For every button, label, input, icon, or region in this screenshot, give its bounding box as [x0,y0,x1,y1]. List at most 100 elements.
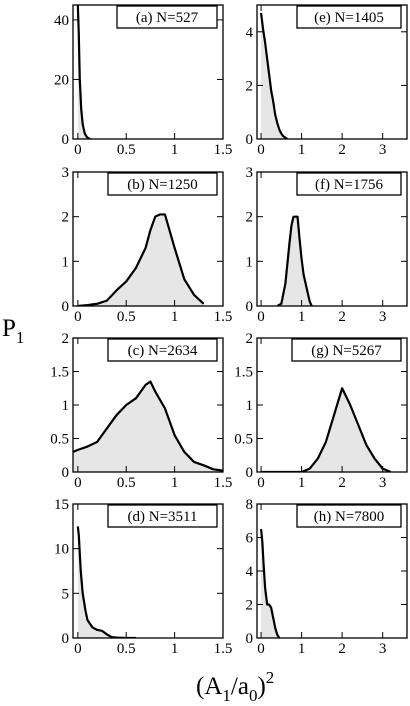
panel-6-y-tick-label: 0.5 [234,432,253,448]
panel-2-x-tick-label: 1 [298,142,306,158]
panel-2-y-tick-label: 2 [246,78,254,94]
panel-1-y-tick-label: 20 [54,72,69,88]
panel-5-area [73,381,223,472]
panel-1-frame [72,4,224,140]
panel-4-y-tick-label: 2 [246,210,254,226]
panel-3-x-tick-label: 1 [171,309,179,325]
panel-2-y-tick-label: 0 [246,132,254,148]
panel-7-y-tick-label: 10 [54,542,69,558]
panel-3-line [77,213,205,306]
panel-3-y-tick-label: 0 [62,299,70,315]
panel-2-label: (e) N=1405 [314,10,384,26]
panel-8-x-tick-label: 0 [257,641,265,657]
panel-5-y-tick-label: 2 [62,331,70,347]
panel-3-y-tick-label: 1 [62,254,70,270]
panel-7-area [77,526,136,638]
panel-5-x-tick-label: 1.5 [214,475,233,491]
panel-8-y-tick-label: 0 [246,631,254,647]
panel-5-y-tick-label: 1 [62,398,70,414]
panel-6-y-tick-label: 1 [246,398,254,414]
y-axis-title-subscript: 1 [16,328,25,347]
panel-6-y-tick-label: 2 [246,331,254,347]
panel-6-y-tick-label: 1.5 [234,365,253,381]
panel-2-area [261,13,288,139]
panel-4-x-tick-label: 3 [379,309,387,325]
x-axis-title-sub0: 0 [249,686,258,705]
panel-2-label-box [296,5,402,29]
panel-6-y-tick-label: 0 [246,465,254,481]
panel-4-x-tick-label: 0 [257,309,265,325]
panel-7-y-tick-label: 15 [54,497,69,513]
panel-8-x-tick-label: 2 [338,641,346,657]
panel-6-x-tick-label: 3 [379,475,387,491]
x-axis-title: (A1/a0)2 [196,668,274,705]
panel-3-label-box [107,172,218,196]
panel-5-x-tick-label: 1 [171,475,179,491]
panel-3-y-tick-label: 3 [62,165,70,181]
panel-3-frame [72,171,224,307]
panel-6-label-box [291,338,402,362]
panel-1-x-tick-label: 0 [74,142,82,158]
panel-1-x-tick-label: 0.5 [117,142,136,158]
panel-3-x-tick-label: 0.5 [117,309,136,325]
panel-3-x-tick-label: 0 [74,309,82,325]
panel-2-frame [256,4,408,140]
panel-7-label: (d) N=3511 [128,509,198,525]
panel-5-y-tick-label: 0.5 [50,432,69,448]
panel-4-frame [256,171,408,307]
panel-3-label: (b) N=1250 [127,177,198,193]
panel-7-label-box [107,504,218,528]
panel-1-label: (a) N=527 [136,10,199,26]
panel-8: 0 1 2 3 0 2 4 6 8 (h) N=7800 [246,497,408,657]
panel-2-x-tick-label: 0 [257,142,265,158]
panel-1-y-tick-label: 0 [62,132,70,148]
panel-6: 0 1 2 3 0 0.5 1 1.5 2 (g) N=5267 [234,331,408,491]
panel-4-x-tick-label: 2 [338,309,346,325]
y-axis-title: P1 [2,315,24,347]
panel-7-frame [72,503,224,639]
panel-5: 0 0.5 1 1.5 0 0.5 1 1.5 2 (c) N=2634 [50,331,232,491]
panel-1-x-tick-label: 1.5 [214,142,233,158]
panel-4: 0 1 2 3 0 1 2 3 (f) N=1756 [246,165,408,325]
panel-1-y-tick-label: 40 [54,13,69,29]
panel-3: 0 0.5 1 1.5 0 1 2 3 (b) N=1250 [62,165,233,325]
x-axis-title-mid: /a [231,673,249,700]
panel-6-x-tick-label: 1 [298,475,306,491]
panel-1-line [76,5,91,139]
panel-8-y-tick-label: 8 [246,497,254,513]
panel-4-label: (f) N=1756 [315,177,384,193]
panel-8-y-tick-label: 2 [246,598,254,614]
panel-8-line [259,529,281,638]
panel-7-x-tick-label: 1 [171,641,179,657]
panel-5-label-box [107,338,218,362]
panel-4-y-tick-label: 0 [246,299,254,315]
panel-8-y-tick-label: 6 [246,531,254,547]
panel-6-area [261,388,391,472]
panel-8-area [261,529,280,638]
panel-2-x-tick-label: 2 [338,142,346,158]
panel-6-x-tick-label: 0 [257,475,265,491]
panel-4-x-tick-label: 1 [298,309,306,325]
panel-5-x-tick-label: 0 [74,475,82,491]
x-axis-title-superscript: 2 [266,668,275,687]
panel-1-x-tick-label: 1 [171,142,179,158]
panel-8-label-box [296,504,402,528]
panel-2-line [259,12,289,139]
panel-7: 0 0.5 1 1.5 0 5 10 15 (d) N=3511 [54,497,232,657]
panel-5-y-tick-label: 1.5 [50,365,69,381]
panel-4-y-tick-label: 3 [246,165,254,181]
panel-2-y-tick-label: 4 [246,25,254,41]
panel-4-y-tick-label: 1 [246,254,254,270]
panel-7-y-tick-label: 0 [62,631,70,647]
panel-8-x-tick-label: 3 [379,641,387,657]
panel-3-x-tick-label: 1.5 [214,309,233,325]
panel-8-label: (h) N=7800 [314,509,385,525]
panel-7-x-tick-label: 1.5 [214,641,233,657]
panel-8-y-tick-label: 4 [246,564,254,580]
panel-2-x-tick-label: 3 [379,142,387,158]
panel-5-y-tick-label: 0 [62,465,70,481]
panel-6-x-tick-label: 2 [338,475,346,491]
panel-6-label: (g) N=5267 [311,343,382,359]
